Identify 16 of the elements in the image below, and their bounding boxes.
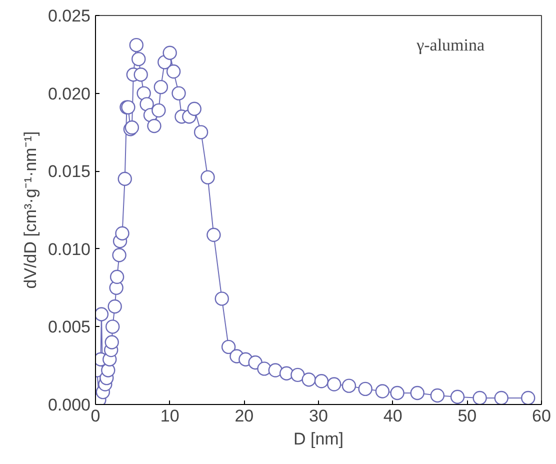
y-tick-label: 0.000 bbox=[48, 396, 91, 414]
x-tick-label: 20 bbox=[234, 406, 254, 426]
y-tick-label: 0.015 bbox=[48, 162, 91, 182]
x-tick-label: 50 bbox=[458, 406, 477, 426]
x-tick-label: 30 bbox=[309, 406, 328, 426]
x-tick-label: 40 bbox=[383, 406, 402, 426]
y-axis-title: dV/dD [cm³·g⁻¹·nm⁻¹] bbox=[20, 131, 40, 289]
x-tick-label: 0 bbox=[90, 406, 100, 426]
x-axis-title: D [nm] bbox=[293, 430, 344, 448]
y-tick-label: 0.010 bbox=[48, 240, 91, 259]
y-tick-label: 0.005 bbox=[48, 318, 91, 337]
y-tick-label: 0.025 bbox=[48, 6, 91, 26]
x-tick-label: 60 bbox=[532, 406, 551, 426]
y-tick-label: 0.020 bbox=[48, 84, 91, 104]
x-tick-label: 10 bbox=[160, 406, 180, 426]
annotation: γ-alumina bbox=[416, 35, 486, 54]
